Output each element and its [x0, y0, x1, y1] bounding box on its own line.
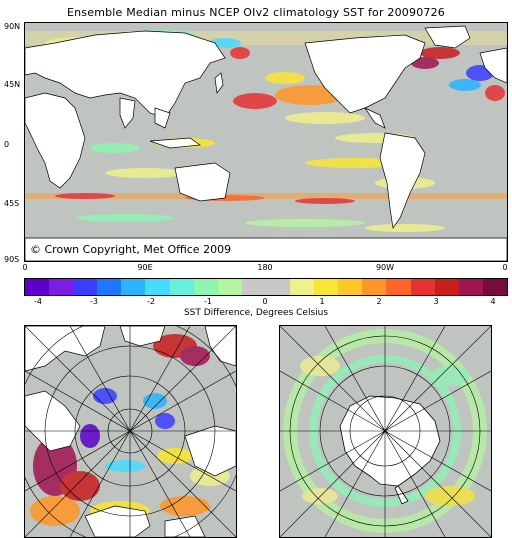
lat-label-45n: 45N: [4, 80, 21, 89]
colorbar-swatch: [49, 279, 74, 295]
colorbar-tick: -4: [34, 297, 42, 306]
colorbar-swatch: [290, 279, 315, 295]
colorbar-swatch: [97, 279, 122, 295]
colorbar-swatch: [410, 279, 435, 295]
colorbar-swatch: [458, 279, 483, 295]
colorbar: [24, 278, 508, 296]
colorbar-swatch: [73, 279, 98, 295]
colorbar-swatch: [145, 279, 170, 295]
colorbar-tick: -1: [204, 297, 212, 306]
arctic-polar-map: [24, 325, 237, 538]
colorbar-tick: 4: [490, 297, 496, 306]
copyright-notice: © Crown Copyright, Met Office 2009: [30, 243, 232, 256]
colorbar-swatch: [482, 279, 507, 295]
colorbar-swatch: [241, 279, 266, 295]
colorbar-tick: 3: [433, 297, 439, 306]
colorbar-swatch: [386, 279, 411, 295]
colorbar-swatch: [25, 279, 50, 295]
colorbar-tick: -3: [90, 297, 98, 306]
colorbar-tick: 2: [376, 297, 382, 306]
antarctic-polar-map: [279, 325, 492, 538]
colorbar-tick: -2: [147, 297, 155, 306]
colorbar-swatch: [121, 279, 146, 295]
colorbar-tick: 0: [262, 297, 268, 306]
colorbar-swatch: [265, 279, 291, 295]
lat-label-0: 0: [4, 140, 10, 149]
colorbar-swatch: [434, 279, 459, 295]
colorbar-title: SST Difference, Degrees Celsius: [183, 308, 329, 318]
lon-label-0-right: 0: [502, 263, 508, 272]
global-anomaly-map: [24, 22, 508, 262]
lon-label-180: 180: [257, 263, 273, 272]
colorbar-tick: 1: [319, 297, 325, 306]
lat-label-90s: 90S: [4, 255, 20, 264]
colorbar-swatch: [169, 279, 194, 295]
map-title: Ensemble Median minus NCEP OIv2 climatol…: [66, 6, 445, 19]
lon-label-90w: 90W: [375, 263, 395, 272]
colorbar-swatch: [217, 279, 242, 295]
lat-label-45s: 45S: [4, 199, 20, 208]
colorbar-swatch: [362, 279, 387, 295]
lat-label-90n: 90N: [4, 22, 21, 31]
colorbar-swatch: [193, 279, 218, 295]
lon-label-0-left: 0: [22, 263, 28, 272]
colorbar-swatch: [314, 279, 339, 295]
lon-label-90e: 90E: [137, 263, 153, 272]
colorbar-swatch: [338, 279, 363, 295]
